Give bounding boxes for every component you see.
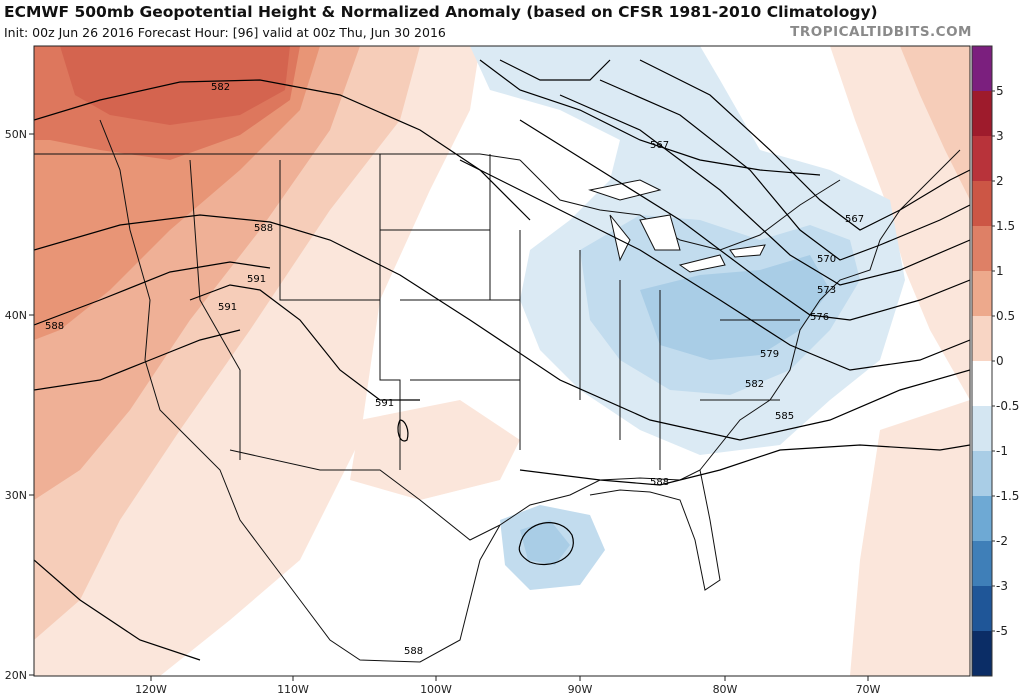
colorbar-label: -1 — [996, 444, 1008, 458]
contour-label: 588 — [650, 477, 669, 488]
contour-591 — [189, 284, 420, 401]
colorbar-swatch — [972, 91, 992, 137]
contour-label: 576 — [810, 312, 829, 323]
colorbar-label: -5 — [996, 624, 1008, 638]
contour-label: 591 — [247, 274, 266, 285]
contour-576 — [559, 94, 970, 286]
contour-588-pacific — [34, 559, 201, 661]
gulf-coast — [499, 469, 721, 591]
colorbar-label: 1.5 — [996, 219, 1015, 233]
map-panel: 582 588 591 591 591 588 567 567 570 573 … — [34, 46, 970, 676]
colorbar-swatch — [972, 406, 992, 452]
colorbar-swatch — [972, 361, 992, 407]
contour-label-group: 582 588 591 591 591 588 567 567 570 573 … — [45, 82, 864, 657]
colorbar-label: 0 — [996, 354, 1004, 368]
colorbar-swatch — [972, 316, 992, 362]
contour-small-ring — [397, 419, 409, 442]
colorbar-swatch — [972, 631, 992, 677]
colorbar-swatch — [972, 271, 992, 317]
chart-title: ECMWF 500mb Geopotential Height & Normal… — [4, 3, 878, 21]
colorbar-swatch — [972, 451, 992, 497]
state-lines-mountain — [279, 160, 401, 470]
lon-tick-label: 110W — [277, 683, 309, 696]
contour-564-closed — [499, 59, 611, 81]
contour-label: 573 — [817, 285, 836, 296]
contour-588-west — [34, 261, 271, 326]
lon-tick-label: 80W — [713, 683, 738, 696]
colorbar-label: -3 — [996, 579, 1008, 593]
contour-588-sw — [34, 329, 241, 391]
contour-label: 582 — [745, 379, 764, 390]
contour-585 — [34, 214, 970, 441]
contour-label: 567 — [845, 214, 864, 225]
contour-567 — [479, 59, 821, 176]
contour-588-east — [519, 444, 970, 486]
lat-tick-label: 40N — [5, 309, 27, 322]
latitude-axis: 50N 40N 30N 20N — [5, 128, 34, 682]
lat-tick-label: 20N — [5, 669, 27, 682]
colorbar-label: 2 — [996, 174, 1004, 188]
colorbar-swatch — [972, 496, 992, 542]
lon-tick-label: 70W — [856, 683, 881, 696]
contour-label: 588 — [404, 646, 423, 657]
lat-tick-label: 50N — [5, 128, 27, 141]
lon-tick-label: 100W — [420, 683, 452, 696]
state-lines-plains — [379, 154, 521, 450]
contour-label: 579 — [760, 349, 779, 360]
state-lines-east — [579, 250, 800, 470]
contour-582-east — [459, 159, 970, 371]
contour-582-west — [34, 79, 531, 221]
colorbar-swatch — [972, 586, 992, 632]
contour-573 — [599, 79, 970, 261]
colorbar-label: 3 — [996, 129, 1004, 143]
colorbar: 5 3 2 1.5 1 0.5 0 -0.5 -1 -1.5 -2 -3 -5 — [971, 45, 1019, 677]
contour-label: 591 — [375, 398, 394, 409]
colorbar-label: -0.5 — [996, 399, 1019, 413]
contour-label: 582 — [211, 82, 230, 93]
geographic-boundaries — [34, 119, 961, 663]
colorbar-swatch — [972, 136, 992, 182]
contour-label: 591 — [218, 302, 237, 313]
lon-tick-label: 120W — [135, 683, 167, 696]
site-credit: TROPICALTIDBITS.COM — [790, 24, 972, 40]
contour-label: 588 — [45, 321, 64, 332]
us-canada-border-east — [519, 159, 841, 251]
contour-label: 567 — [650, 140, 669, 151]
colorbar-swatch — [972, 46, 992, 92]
contour-gulf-low — [518, 522, 574, 566]
chart-subtitle: Init: 00z Jun 26 2016 Forecast Hour: [96… — [4, 25, 446, 40]
colorbar-swatch — [972, 541, 992, 587]
lat-tick-label: 30N — [5, 489, 27, 502]
contour-579 — [519, 119, 970, 321]
contour-label: 585 — [775, 411, 794, 422]
us-mexico-border — [229, 449, 501, 541]
height-contours — [34, 59, 970, 661]
negative-anomaly-shading — [470, 46, 905, 590]
colorbar-label: 0.5 — [996, 309, 1015, 323]
contour-label: 570 — [817, 254, 836, 265]
lon-tick-label: 90W — [568, 683, 593, 696]
colorbar-label: 5 — [996, 84, 1004, 98]
us-canada-border-west — [34, 153, 521, 161]
atlantic-coast — [699, 149, 961, 471]
colorbar-label: -1.5 — [996, 489, 1019, 503]
pacific-mexico-coast — [99, 119, 501, 663]
contour-570 — [639, 59, 970, 231]
map-frame — [33, 45, 971, 677]
great-lakes — [588, 179, 766, 273]
colorbar-label: 1 — [996, 264, 1004, 278]
contour-label: 588 — [254, 223, 273, 234]
colorbar-label: -2 — [996, 534, 1008, 548]
colorbar-swatch — [972, 181, 992, 227]
longitude-axis: 120W 110W 100W 90W 80W 70W — [135, 676, 881, 696]
colorbar-swatch — [972, 226, 992, 272]
